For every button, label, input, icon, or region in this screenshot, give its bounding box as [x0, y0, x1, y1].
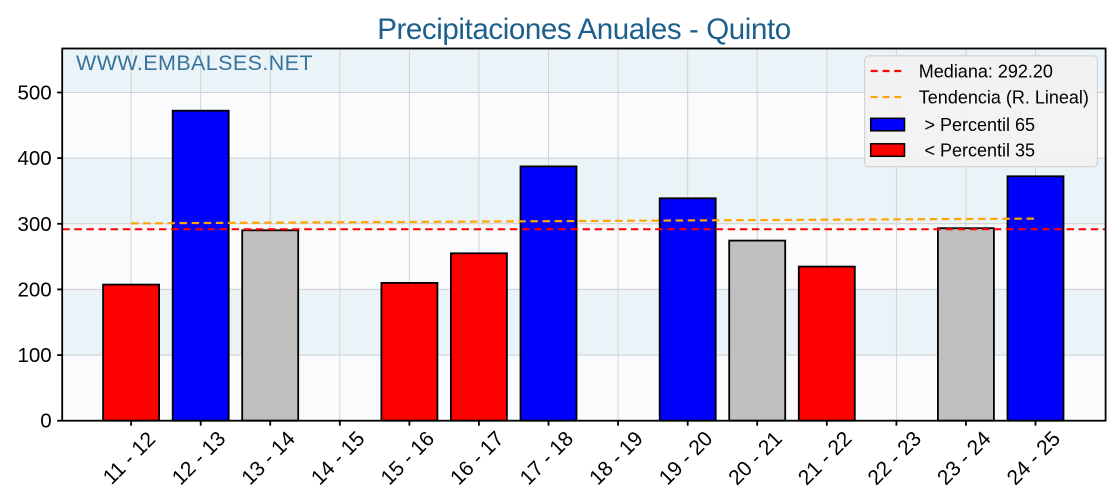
svg-text:400: 400 — [17, 147, 51, 170]
svg-text:Tendencia (R. Lineal): Tendencia (R. Lineal) — [919, 88, 1089, 108]
svg-text:Precipitaciones Anuales - Quin: Precipitaciones Anuales - Quinto — [377, 13, 791, 46]
svg-text:500: 500 — [17, 82, 51, 105]
svg-text:< Percentil 35: < Percentil 35 — [925, 141, 1036, 161]
svg-text:WWW.EMBALSES.NET: WWW.EMBALSES.NET — [76, 51, 313, 75]
svg-text:> Percentil 65: > Percentil 65 — [925, 115, 1036, 135]
svg-text:100: 100 — [17, 344, 51, 367]
svg-text:0: 0 — [40, 410, 51, 433]
svg-text:Mediana: 292.20: Mediana: 292.20 — [919, 62, 1053, 82]
svg-text:300: 300 — [17, 213, 51, 236]
svg-text:200: 200 — [17, 278, 51, 301]
